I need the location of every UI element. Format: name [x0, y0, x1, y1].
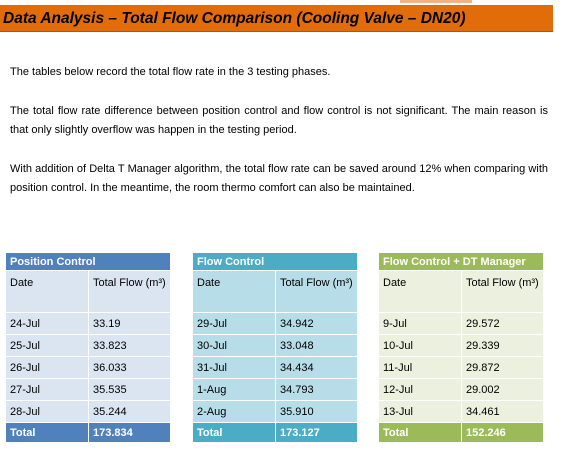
column-header: Total Flow (m³) — [88, 270, 171, 313]
table-cell: 10-Jul — [378, 334, 462, 357]
table-cell: 34.793 — [275, 378, 358, 401]
table-row: 28-Jul 35.244 — [5, 400, 171, 423]
top-accent — [400, 0, 472, 3]
total-cell: 173.127 — [275, 422, 358, 443]
table-title: Flow Control + DT Manager — [378, 252, 544, 271]
paragraph: The tables below record the total flow r… — [10, 66, 331, 78]
table-row: 2-Aug 35.910 — [192, 400, 358, 423]
table-cell: 28-Jul — [5, 400, 89, 423]
column-header-row: Date Total Flow (m³) — [192, 270, 358, 313]
table-title-row: Flow Control + DT Manager — [378, 252, 544, 271]
table-row: 31-Jul 34.434 — [192, 356, 358, 379]
table-row: 11-Jul 29.872 — [378, 356, 544, 379]
table-cell: 29-Jul — [192, 312, 276, 335]
table-cell: 26-Jul — [5, 356, 89, 379]
table-cell: 9-Jul — [378, 312, 462, 335]
total-cell: Total — [192, 422, 276, 443]
table-row: 12-Jul 29.002 — [378, 378, 544, 401]
table-cell: 34.942 — [275, 312, 358, 335]
table-cell: 33.048 — [275, 334, 358, 357]
data-table: Position Control Date Total Flow (m³) 24-Ju… — [5, 252, 171, 443]
table-cell: 1-Aug — [192, 378, 276, 401]
table-row: 26-Jul 36.033 — [5, 356, 171, 379]
table-cell: 33.19 — [88, 312, 171, 335]
data-table: Flow Control + DT Manager Date Total Flow … — [378, 252, 544, 443]
table-cell: 27-Jul — [5, 378, 89, 401]
column-header: Date — [5, 270, 89, 313]
table-cell: 35.535 — [88, 378, 171, 401]
table-cell: 35.910 — [275, 400, 358, 423]
table-cell: 25-Jul — [5, 334, 89, 357]
table-cell: 35.244 — [88, 400, 171, 423]
column-header: Date — [192, 270, 276, 313]
total-cell: 152.246 — [461, 422, 544, 443]
column-header-row: Date Total Flow (m³) — [378, 270, 544, 313]
table-cell: 11-Jul — [378, 356, 462, 379]
table-row: 24-Jul 33.19 — [5, 312, 171, 335]
total-cell: Total — [378, 422, 462, 443]
total-row: Total 152.246 — [378, 422, 544, 443]
table-cell: 33.823 — [88, 334, 171, 357]
table-row: 13-Jul 34.461 — [378, 400, 544, 423]
table-title: Flow Control — [192, 252, 358, 271]
table-cell: 29.572 — [461, 312, 544, 335]
table-cell: 12-Jul — [378, 378, 462, 401]
table-title-row: Flow Control — [192, 252, 358, 271]
paragraph: With addition of Delta T Manager algorit… — [10, 163, 548, 194]
column-header: Date — [378, 270, 462, 313]
column-header: Total Flow (m³) — [461, 270, 544, 313]
table-cell: 31-Jul — [192, 356, 276, 379]
column-header: Total Flow (m³) — [275, 270, 358, 313]
table-cell: 29.872 — [461, 356, 544, 379]
table-row: 30-Jul 33.048 — [192, 334, 358, 357]
total-cell: 173.834 — [88, 422, 171, 443]
total-row: Total 173.127 — [192, 422, 358, 443]
table-cell: 36.033 — [88, 356, 171, 379]
data-table: Flow Control Date Total Flow (m³) 29-Jul 34.… — [192, 252, 358, 443]
column-header-row: Date Total Flow (m³) — [5, 270, 171, 313]
page-title: Data Analysis – Total Flow Comparison (C… — [0, 5, 553, 32]
table-cell: 30-Jul — [192, 334, 276, 357]
table-cell: 34.434 — [275, 356, 358, 379]
table-row: 9-Jul 29.572 — [378, 312, 544, 335]
table-row: 1-Aug 34.793 — [192, 378, 358, 401]
table-cell: 29.339 — [461, 334, 544, 357]
table-title: Position Control — [5, 252, 171, 271]
table-cell: 24-Jul — [5, 312, 89, 335]
table-row: 10-Jul 29.339 — [378, 334, 544, 357]
table-cell: 13-Jul — [378, 400, 462, 423]
total-cell: Total — [5, 422, 89, 443]
table-cell: 29.002 — [461, 378, 544, 401]
total-row: Total 173.834 — [5, 422, 171, 443]
paragraph: The total flow rate difference between p… — [10, 105, 548, 136]
table-cell: 2-Aug — [192, 400, 276, 423]
table-row: 29-Jul 34.942 — [192, 312, 358, 335]
table-title-row: Position Control — [5, 252, 171, 271]
table-cell: 34.461 — [461, 400, 544, 423]
table-row: 25-Jul 33.823 — [5, 334, 171, 357]
table-row: 27-Jul 35.535 — [5, 378, 171, 401]
